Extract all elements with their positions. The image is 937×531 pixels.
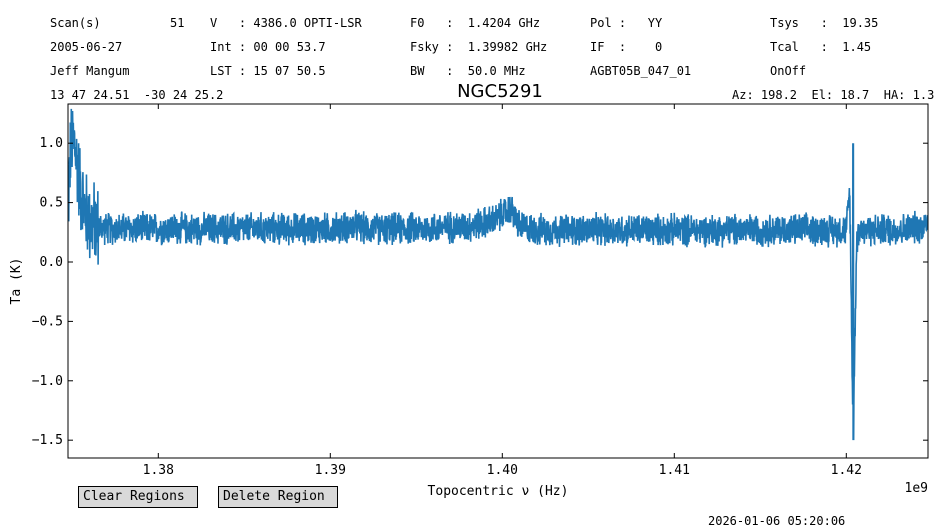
scan-label: Scan(s) [50, 16, 101, 30]
tcal-readout: Tcal : 1.45 [770, 40, 872, 54]
x-offset-label: 1e9 [905, 481, 928, 496]
x-tick-label: 1.38 [143, 463, 174, 478]
y-tick-label: 1.0 [40, 136, 63, 151]
pol-readout: Pol : YY [590, 16, 663, 30]
f0-readout: F0 : 1.4204 GHz [410, 16, 541, 30]
y-tick-label: −1.0 [32, 374, 63, 389]
tsys-readout: Tsys : 19.35 [770, 16, 879, 30]
proc-name: OnOff [770, 64, 807, 78]
x-tick-label: 1.40 [487, 463, 518, 478]
delete-region-button[interactable]: Delete Region [218, 486, 338, 508]
clear-regions-button[interactable]: Clear Regions [78, 486, 198, 508]
timestamp: 2026-01-06 05:20:06 [708, 514, 846, 528]
lst-readout: LST : 15 07 50.5 [210, 64, 326, 78]
chart-title: NGC5291 [457, 81, 543, 102]
project-id: AGBT05B_047_01 [590, 64, 692, 78]
x-axis-label: Topocentric ν (Hz) [428, 484, 569, 499]
spectrum-line [68, 108, 928, 441]
scan-value: 51 [170, 16, 185, 30]
x-tick-label: 1.39 [315, 463, 346, 478]
observer-name: Jeff Mangum [50, 64, 130, 78]
velocity-readout: V : 4386.0 OPTI-LSR [210, 16, 362, 30]
fsky-readout: Fsky : 1.39982 GHz [410, 40, 548, 54]
obs-date: 2005-06-27 [50, 40, 123, 54]
y-tick-label: 0.0 [40, 255, 63, 270]
x-tick-label: 1.42 [831, 463, 862, 478]
y-tick-label: 0.5 [40, 196, 63, 211]
plot-frame [67, 103, 929, 459]
y-axis-label: Ta (K) [9, 258, 24, 305]
y-tick-label: −0.5 [32, 314, 63, 329]
if-readout: IF : 0 [590, 40, 663, 54]
x-tick-label: 1.41 [659, 463, 690, 478]
y-tick-label: −1.5 [32, 433, 63, 448]
bw-readout: BW : 50.0 MHz [410, 64, 526, 78]
az-el-readout: Az: 198.2 El: 18.7 HA: 1.3 [732, 88, 935, 102]
source-coords: 13 47 24.51 -30 24 25.2 [50, 88, 224, 102]
int-readout: Int : 00 00 53.7 [210, 40, 326, 54]
